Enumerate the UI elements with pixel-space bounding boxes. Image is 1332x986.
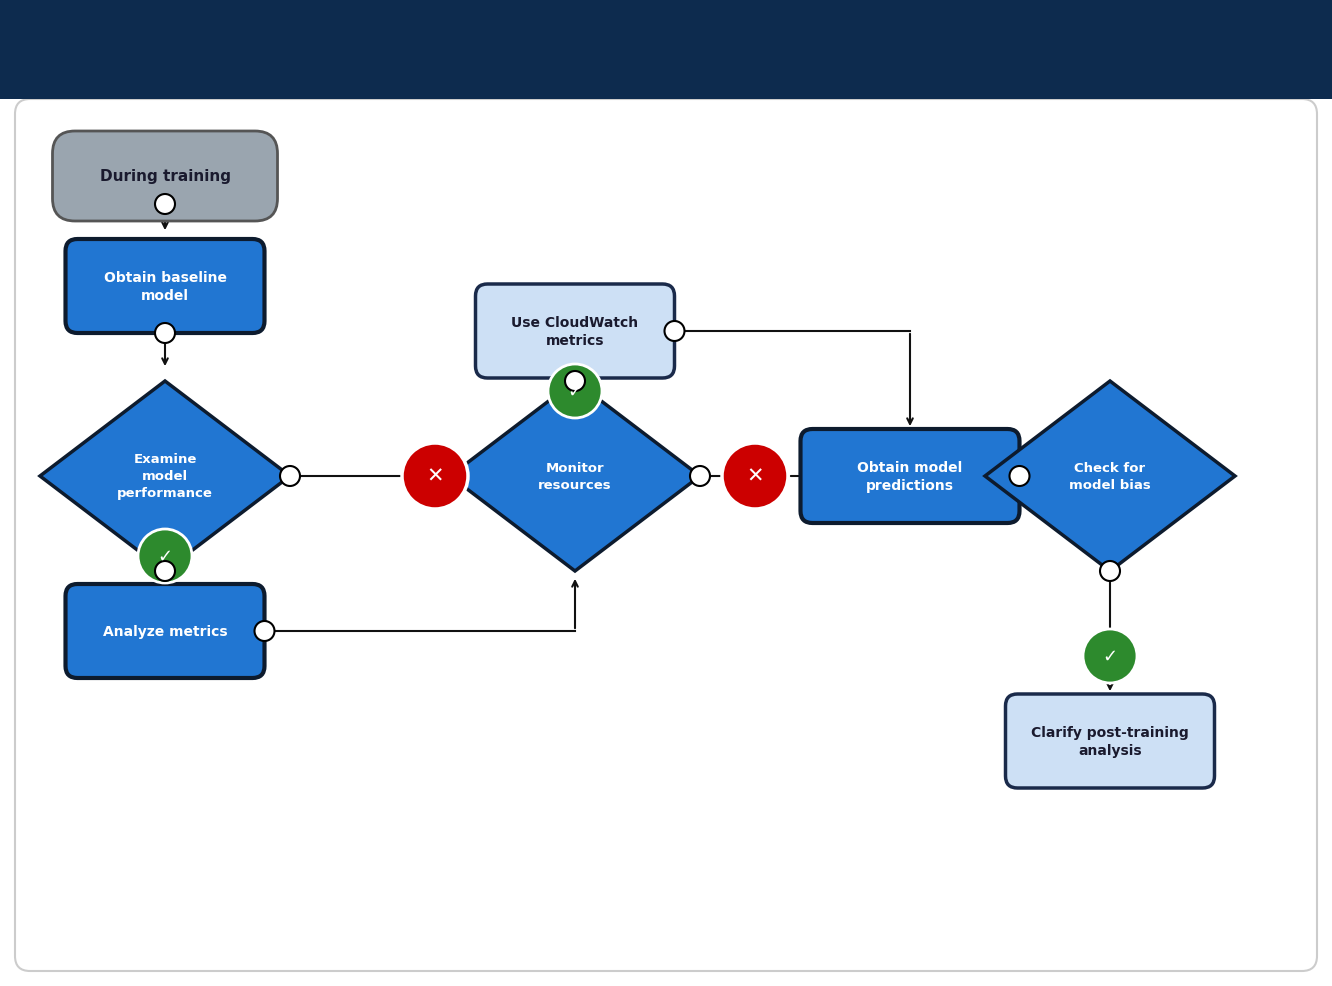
Polygon shape [450, 382, 701, 572]
Text: Check for
model bias: Check for model bias [1070, 461, 1151, 491]
Polygon shape [984, 382, 1235, 572]
Circle shape [565, 372, 585, 391]
FancyBboxPatch shape [801, 430, 1019, 524]
Text: Analyze metrics: Analyze metrics [103, 624, 228, 638]
Text: ✓: ✓ [157, 547, 173, 565]
Circle shape [280, 466, 300, 486]
Text: During training: During training [100, 170, 230, 184]
Text: ✕: ✕ [746, 466, 763, 486]
FancyBboxPatch shape [65, 585, 265, 678]
Text: Obtain model
predictions: Obtain model predictions [858, 460, 963, 493]
Circle shape [547, 365, 602, 419]
Circle shape [722, 444, 789, 510]
Circle shape [139, 529, 192, 584]
FancyBboxPatch shape [1006, 694, 1215, 788]
Polygon shape [40, 382, 290, 572]
FancyBboxPatch shape [0, 0, 1332, 100]
FancyBboxPatch shape [476, 285, 674, 379]
FancyBboxPatch shape [15, 100, 1317, 971]
Text: Decisions to make after
training: Decisions to make after training [526, 22, 806, 78]
Circle shape [155, 323, 174, 344]
Text: ✕: ✕ [426, 466, 444, 486]
Text: ✓: ✓ [567, 383, 582, 400]
Text: Clarify post-training
analysis: Clarify post-training analysis [1031, 725, 1189, 757]
Text: Examine
model
performance: Examine model performance [117, 453, 213, 500]
Text: ✓: ✓ [1103, 648, 1118, 666]
FancyBboxPatch shape [52, 132, 277, 222]
Circle shape [155, 561, 174, 582]
Circle shape [1010, 466, 1030, 486]
Text: Monitor
resources: Monitor resources [538, 461, 611, 491]
FancyBboxPatch shape [65, 240, 265, 333]
Text: Use CloudWatch
metrics: Use CloudWatch metrics [511, 316, 638, 348]
Circle shape [402, 444, 468, 510]
Circle shape [254, 621, 274, 641]
Text: Obtain baseline
model: Obtain baseline model [104, 270, 226, 303]
Circle shape [690, 466, 710, 486]
Circle shape [155, 195, 174, 215]
Circle shape [665, 321, 685, 342]
Circle shape [1100, 561, 1120, 582]
Circle shape [1083, 629, 1138, 683]
